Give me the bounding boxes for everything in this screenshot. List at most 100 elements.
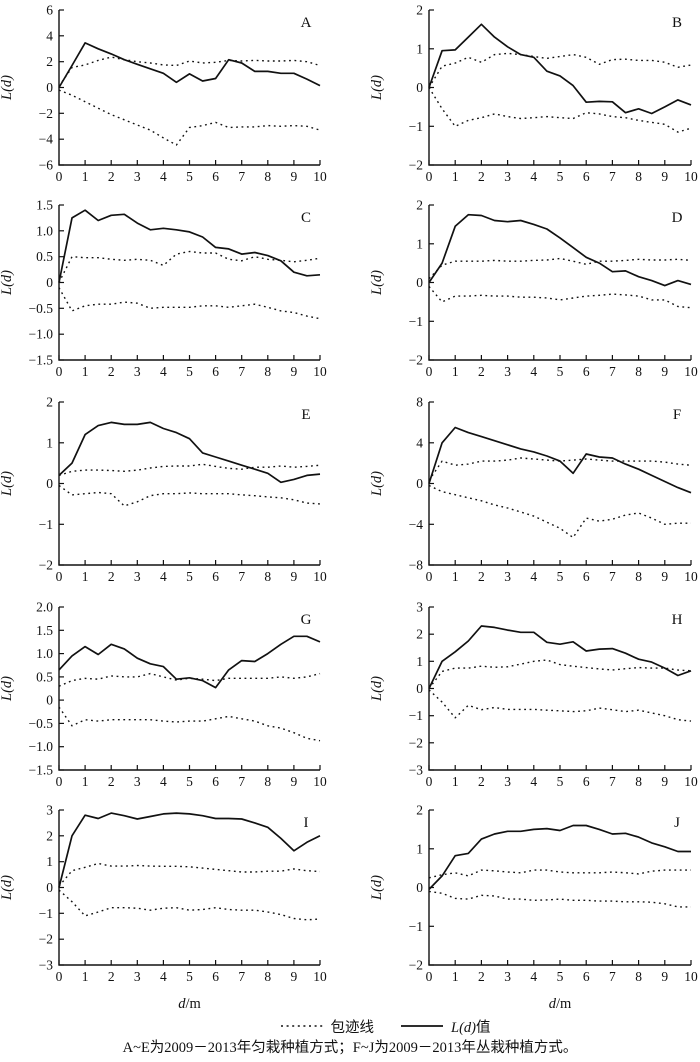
y-tick-label: −2 bbox=[39, 106, 53, 121]
y-axis-label: L(d) bbox=[369, 676, 385, 702]
axes bbox=[428, 402, 691, 566]
x-tick-label: 9 bbox=[661, 774, 668, 789]
y-tick-label: 2.0 bbox=[36, 600, 53, 615]
legend-ld-suffix: 值 bbox=[475, 1019, 491, 1036]
envelope-lower-line bbox=[58, 889, 321, 921]
x-tick-label: 7 bbox=[609, 969, 616, 984]
envelope-upper-line bbox=[428, 257, 692, 280]
y-tick-label: 2 bbox=[416, 3, 423, 18]
x-tick-label: 2 bbox=[108, 364, 115, 379]
y-axis-label: L(d) bbox=[369, 270, 385, 296]
chart-letter: G bbox=[301, 612, 312, 628]
x-tick-label: 3 bbox=[504, 169, 511, 184]
x-tick-label: 3 bbox=[504, 364, 511, 379]
x-tick-label: 5 bbox=[186, 364, 193, 379]
ld-value-line bbox=[428, 213, 692, 287]
x-tick-label: 7 bbox=[609, 774, 616, 789]
x-tick-label: 1 bbox=[452, 774, 459, 789]
x-tick-label: 7 bbox=[609, 569, 616, 584]
x-tick-label: 6 bbox=[583, 364, 590, 379]
x-tick-label: 4 bbox=[160, 364, 167, 379]
envelope-upper-line bbox=[58, 56, 321, 87]
ld-value-line bbox=[58, 209, 321, 283]
y-axis-label: L(d) bbox=[0, 75, 15, 101]
ld-value-line bbox=[428, 824, 691, 890]
x-tick-label: 4 bbox=[160, 569, 167, 584]
x-tick-label: 3 bbox=[134, 569, 141, 584]
x-tick-label: 3 bbox=[134, 169, 141, 184]
x-tick-label: 4 bbox=[530, 169, 537, 184]
legend: 包迹线 L(d)值 bbox=[0, 1015, 700, 1037]
chart-svg-G: 2.01.51.00.50−0.5−1.0−1.50 1 2 3 4 5 6 7 8 9 10GL(… bbox=[0, 600, 327, 790]
x-tick-label: 10 bbox=[684, 364, 698, 379]
axes bbox=[428, 205, 691, 361]
x-tick-label: 4 bbox=[530, 969, 537, 984]
y-tick-label: 1.5 bbox=[36, 623, 53, 638]
x-tick-label: 7 bbox=[609, 364, 616, 379]
ld-value-line bbox=[58, 42, 321, 88]
chart-D-plot: 2 1 0 −1 −2 0 1 2 3 4 5 6 7 8 9 10 D L(d) bbox=[350, 195, 700, 395]
y-tick-label: −2 bbox=[409, 958, 423, 973]
y-tick-label: −3 bbox=[39, 958, 54, 973]
x-axis-label: d/m bbox=[549, 996, 572, 1012]
chart-row-4: 2.0 1.5 1.0 0.5 0 −0.5 −1.0 −1.5 0 1 2 3 4 5 6 7 8 9 10 G L(… bbox=[0, 595, 700, 800]
x-tick-label: 4 bbox=[530, 364, 537, 379]
chart-letter: A bbox=[301, 15, 312, 31]
chart-F: 8 4 0 −4 −8 0 1 2 3 4 5 6 7 8 9 10 F L(d) bbox=[350, 390, 700, 595]
y-tick-label: 1 bbox=[416, 236, 423, 251]
legend-item-ld: L(d)值 bbox=[400, 1016, 490, 1037]
x-tick-label: 3 bbox=[134, 774, 141, 789]
y-tick-label: 2 bbox=[416, 198, 423, 213]
y-tick-label: 6 bbox=[46, 3, 53, 18]
y-axis-label: L(d) bbox=[0, 676, 15, 702]
chart-E: 2 1 0 −1 −2 0 1 2 3 4 5 6 7 8 9 10 E L(d) bbox=[0, 390, 350, 595]
chart-E-plot: 2 1 0 −1 −2 0 1 2 3 4 5 6 7 8 9 10 E L(d) bbox=[0, 390, 350, 600]
x-tick-label: 5 bbox=[186, 569, 193, 584]
axes bbox=[58, 607, 320, 771]
x-tick-label: 1 bbox=[452, 169, 459, 184]
y-tick-label: −1 bbox=[409, 708, 423, 723]
chart-row-5: 3 2 1 0 −1 −2 −3 0 1 2 3 4 5 6 7 8 9 10 I L(d) d/m 2 1 0 −1 −2 0 1… bbox=[0, 800, 700, 1015]
x-tick-label: 9 bbox=[661, 969, 668, 984]
y-tick-label: 1 bbox=[46, 435, 53, 450]
x-tick-label: 10 bbox=[313, 969, 327, 984]
envelope-lower-line bbox=[58, 89, 321, 146]
y-tick-label: −1.0 bbox=[29, 327, 54, 342]
envelope-upper-line bbox=[58, 862, 321, 887]
x-tick-label: 5 bbox=[557, 969, 564, 984]
chart-letter: J bbox=[674, 815, 680, 831]
x-tick-label: 1 bbox=[452, 364, 459, 379]
y-tick-label: 2 bbox=[46, 395, 53, 410]
x-tick-label: 10 bbox=[684, 774, 698, 789]
x-tick-label: 1 bbox=[82, 169, 89, 184]
x-tick-label: 7 bbox=[238, 169, 245, 184]
chart-G: 2.0 1.5 1.0 0.5 0 −0.5 −1.0 −1.5 0 1 2 3 4 5 6 7 8 9 10 G L(… bbox=[0, 595, 350, 800]
x-tick-label: 5 bbox=[557, 364, 564, 379]
x-axis-label: d/m bbox=[178, 996, 201, 1012]
chart-C: 1.5 1.0 0.5 0 −0.5 −1.0 −1.5 0 1 2 3 4 5 6 7 8 9 10 C L(d) bbox=[0, 195, 350, 390]
x-tick-label: 10 bbox=[313, 774, 327, 789]
x-tick-label: 3 bbox=[504, 969, 511, 984]
y-tick-label: 2 bbox=[46, 828, 53, 843]
x-tick-label: 3 bbox=[504, 774, 511, 789]
x-tick-label: 9 bbox=[661, 364, 668, 379]
x-tick-label: 9 bbox=[661, 169, 668, 184]
x-tick-label: 0 bbox=[426, 169, 433, 184]
chart-letter: B bbox=[672, 15, 682, 31]
axes bbox=[58, 205, 320, 361]
y-tick-label: 2 bbox=[416, 803, 423, 818]
x-tick-label: 7 bbox=[238, 969, 245, 984]
y-tick-label: 0 bbox=[46, 80, 53, 95]
x-tick-label: 2 bbox=[108, 569, 115, 584]
legend-envelope-label: 包迹线 bbox=[330, 1019, 375, 1036]
x-tick-label: 8 bbox=[635, 569, 642, 584]
x-tick-label: 1 bbox=[452, 969, 459, 984]
y-tick-label: −1 bbox=[39, 906, 53, 921]
envelope-lower-line bbox=[58, 706, 321, 742]
legend-ld-label: L(d)值 bbox=[451, 1016, 490, 1037]
y-tick-label: 0.5 bbox=[36, 249, 53, 264]
